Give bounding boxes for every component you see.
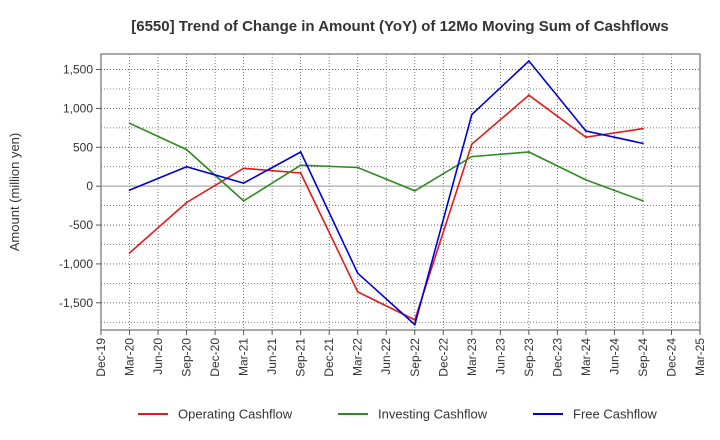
investing-cashflow-point <box>585 179 587 181</box>
x-tick-label: Sep-22 <box>408 338 422 377</box>
x-tick-label: Mar-24 <box>579 338 593 376</box>
x-tick-label: Sep-21 <box>294 338 308 377</box>
y-tick-label: 1,000 <box>63 101 93 115</box>
operating-cashflow-point <box>185 201 188 204</box>
x-tick-label: Jun-22 <box>379 338 393 375</box>
legend-label-free-cashflow: Free Cashflow <box>573 407 657 422</box>
free-cashflow-point <box>242 182 245 184</box>
investing-cashflow-point <box>470 155 473 158</box>
investing-cashflow-point <box>527 151 530 153</box>
y-tick-label: 0 <box>86 179 93 193</box>
y-tick-label: -1,000 <box>59 257 93 271</box>
x-tick-label: Dec-19 <box>94 338 108 377</box>
x-tick-label: Sep-24 <box>636 338 650 377</box>
x-tick-label: Jun-24 <box>607 338 621 375</box>
investing-cashflow-point <box>413 189 416 192</box>
x-tick-label: Mar-25 <box>693 338 707 376</box>
x-tick-label: Sep-20 <box>180 338 194 377</box>
operating-cashflow-point <box>527 94 530 97</box>
free-cashflow-point <box>470 113 473 116</box>
x-tick-label: Dec-23 <box>550 338 564 377</box>
legend-label-investing-cashflow: Investing Cashflow <box>378 407 488 422</box>
operating-cashflow-point <box>470 143 473 146</box>
operating-cashflow-point <box>642 127 644 130</box>
free-cashflow-point <box>642 142 644 145</box>
operating-cashflow-point <box>585 136 587 139</box>
legend-label-operating-cashflow: Operating Cashflow <box>178 407 293 422</box>
investing-cashflow-point <box>299 164 302 167</box>
y-tick-label: 1,500 <box>63 63 93 77</box>
free-cashflow-point <box>299 151 302 153</box>
y-tick-label: -1,500 <box>59 296 93 310</box>
x-tick-label: Dec-22 <box>436 338 450 377</box>
x-tick-label: Mar-22 <box>351 338 365 376</box>
free-cashflow-line <box>129 59 644 327</box>
x-tick-label: Sep-23 <box>522 338 536 377</box>
y-gridlines <box>101 69 700 323</box>
y-axis-ticks: 1,500 1,000 500 0 -500 -1,000 -1,500 <box>59 63 101 310</box>
free-cashflow-point <box>413 323 416 326</box>
x-tick-label: Jun-23 <box>493 338 507 375</box>
x-tick-label: Jun-21 <box>265 338 279 375</box>
chart-title: [6550] Trend of Change in Amount (YoY) o… <box>131 18 669 35</box>
x-gridlines <box>100 54 701 330</box>
investing-cashflow-point <box>128 122 131 125</box>
investing-cashflow-point <box>642 200 644 202</box>
operating-cashflow-point <box>356 291 359 293</box>
operating-cashflow-point <box>128 252 131 254</box>
x-tick-label: Mar-20 <box>123 338 137 376</box>
x-tick-label: Dec-21 <box>322 338 336 377</box>
operating-cashflow-line <box>128 94 644 322</box>
operating-cashflow-point <box>242 167 245 170</box>
x-tick-label: Jun-20 <box>151 338 165 375</box>
free-cashflow-point <box>128 189 131 191</box>
x-tick-label: Dec-24 <box>664 338 678 377</box>
free-cashflow-point <box>585 130 587 132</box>
x-tick-label: Dec-20 <box>208 338 222 377</box>
series-lines <box>128 59 644 327</box>
free-cashflow-point <box>185 165 188 168</box>
investing-cashflow-point <box>185 148 188 151</box>
plot-area <box>100 53 701 331</box>
y-axis-label: Amount (million yen) <box>7 133 22 252</box>
free-cashflow-point <box>527 60 530 62</box>
operating-cashflow-point <box>299 172 302 174</box>
investing-cashflow-point <box>242 200 245 202</box>
investing-cashflow-point <box>356 166 359 169</box>
x-tick-label: Mar-23 <box>465 338 479 376</box>
x-tick-label: Mar-21 <box>237 338 251 376</box>
y-tick-label: -500 <box>69 218 93 232</box>
legend: Operating Cashflow Investing Cashflow Free… <box>138 407 657 422</box>
free-cashflow-point <box>356 272 359 275</box>
y-tick-label: 500 <box>73 140 93 154</box>
x-axis-ticks: Dec-19 Mar-20 Jun-20 Sep-20 Dec-20 Mar-21 Jun-… <box>94 330 707 377</box>
